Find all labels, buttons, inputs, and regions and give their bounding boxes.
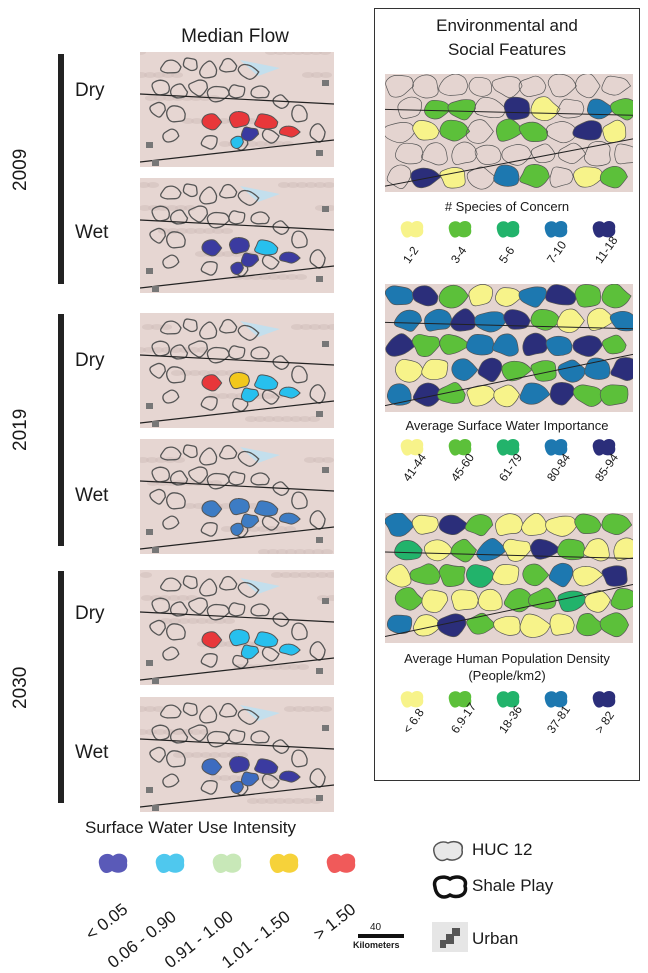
legend-swatch-0-4	[592, 221, 616, 238]
legend-swatch-0-1	[448, 221, 472, 238]
condition-label-2019-wet: Wet	[75, 485, 109, 506]
population-legend-unit: (People/km2)	[468, 668, 546, 683]
year-label-2009: 2009	[10, 148, 31, 191]
legend-swatch-2-1	[448, 691, 472, 708]
surface-water-importance-map	[385, 284, 633, 412]
legend-swatch-2-0	[400, 691, 424, 708]
intensity-swatch-4	[326, 853, 356, 874]
intensity-label-0: < 0.05	[81, 900, 132, 945]
species-legend-title: # Species of Concern	[444, 199, 570, 214]
environmental-social-panel	[374, 8, 640, 781]
flow-map-2030-wet	[140, 697, 334, 812]
legend-swatch-2-2	[496, 691, 520, 708]
legend-swatch-1-4	[592, 439, 616, 456]
huc12-icon	[433, 840, 463, 862]
huc12-label: HUC 12	[472, 840, 533, 859]
species-of-concern-map	[385, 74, 633, 192]
legend-swatch-1-1	[448, 439, 472, 456]
condition-label-2009-dry: Dry	[75, 80, 105, 101]
year-bar-2009	[58, 54, 64, 284]
condition-label-2030-wet: Wet	[75, 742, 109, 763]
intensity-label-4: > 1.50	[309, 900, 360, 945]
flow-map-2030-dry	[140, 570, 334, 685]
legend-swatch-2-3	[544, 691, 568, 708]
legend-swatch-1-2	[496, 439, 520, 456]
median-flow-title: Median Flow	[181, 26, 289, 47]
urban-label: Urban	[472, 929, 519, 948]
intensity-swatch-3	[269, 853, 299, 874]
population-legend-title: Average Human Population Density	[404, 651, 610, 666]
flow-map-2019-dry	[140, 313, 334, 428]
surface-water-use-intensity-title: Surface Water Use Intensity	[85, 818, 297, 837]
intensity-swatch-2	[212, 853, 242, 874]
scale-unit: Kilometers	[353, 940, 400, 950]
year-label-2030: 2030	[10, 666, 31, 709]
legend-swatch-0-0	[400, 221, 424, 238]
legend-swatch-0-3	[544, 221, 568, 238]
intensity-swatch-0	[98, 853, 128, 874]
year-label-2019: 2019	[10, 408, 31, 451]
shale-play-icon	[432, 875, 468, 899]
flow-map-2019-wet	[140, 439, 334, 554]
condition-label-2030-dry: Dry	[75, 603, 105, 624]
condition-label-2009-wet: Wet	[75, 222, 109, 243]
legend-swatch-1-3	[544, 439, 568, 456]
legend-swatch-2-4	[592, 691, 616, 708]
population-density-map	[385, 513, 633, 643]
flow-map-2009-dry	[140, 52, 334, 167]
shale-play-label: Shale Play	[472, 876, 554, 895]
legend-swatch-0-2	[496, 221, 520, 238]
intensity-swatch-1	[155, 853, 185, 874]
urban-icon	[432, 922, 468, 952]
importance-legend-title: Average Surface Water Importance	[405, 418, 609, 433]
scale-value: 40	[370, 922, 382, 933]
condition-label-2019-dry: Dry	[75, 350, 105, 371]
env-title-line1: Environmental and	[436, 16, 578, 35]
year-bar-2019	[58, 314, 64, 546]
flow-map-2009-wet	[140, 178, 334, 293]
legend-swatch-1-0	[400, 439, 424, 456]
env-title-line2: Social Features	[447, 40, 567, 59]
year-bar-2030	[58, 571, 64, 803]
scale-bar	[358, 934, 404, 938]
